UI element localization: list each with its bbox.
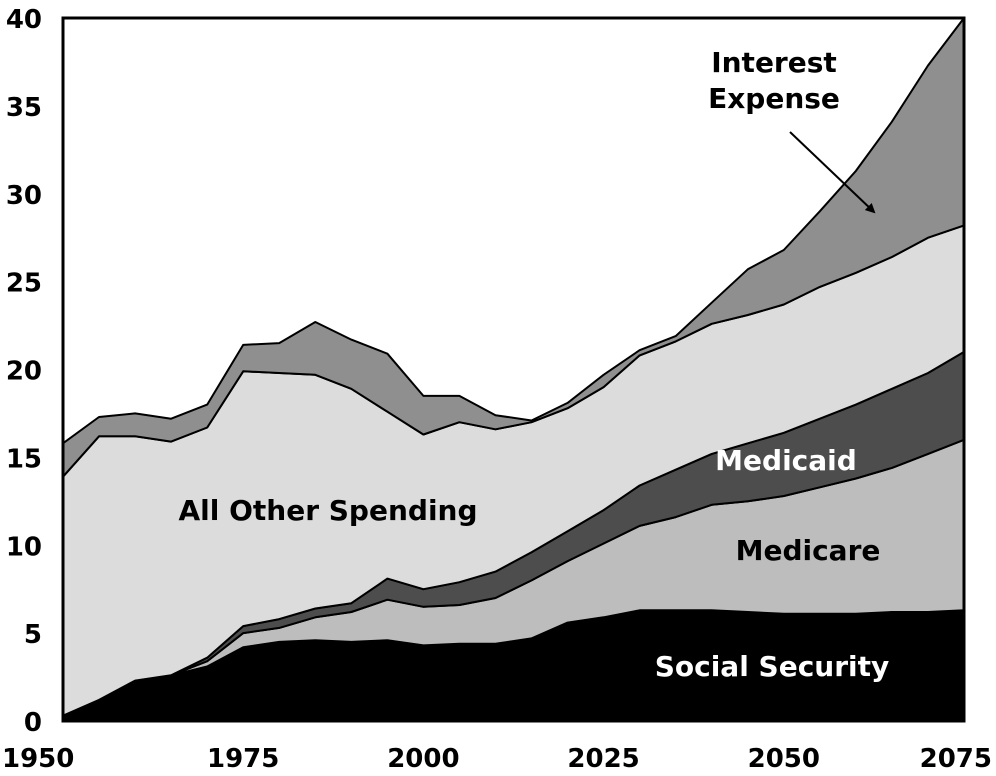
y-tick-label: 25	[6, 269, 42, 299]
label-medicaid: Medicaid	[715, 444, 857, 477]
x-axis: 1950 1975 2000 2025 2050 2075	[2, 744, 992, 774]
annotation-arrow	[789, 131, 876, 214]
annotation-layer: Interest Expense	[708, 46, 876, 214]
y-tick-label: 5	[24, 620, 42, 650]
y-tick-label: 40	[6, 5, 42, 35]
y-tick-label: 20	[6, 357, 42, 387]
area-layer	[62, 17, 965, 722]
plot-frame	[61, 16, 966, 723]
y-tick-label: 30	[6, 181, 42, 211]
label-medicare: Medicare	[736, 534, 881, 567]
label-all-other-spending: All Other Spending	[178, 494, 477, 527]
y-tick-label: 10	[6, 532, 42, 562]
x-tick-label: 2000	[387, 744, 459, 774]
y-axis: 0 5 10 15 20 25 30 35 40	[6, 5, 42, 738]
y-tick-label: 15	[6, 444, 42, 474]
series-labels: Social Security Medicare Medicaid All Other…	[178, 444, 889, 683]
x-tick-label: 2050	[748, 744, 820, 774]
x-tick-label: 1975	[207, 744, 279, 774]
y-tick-label: 0	[24, 708, 42, 738]
y-tick-label: 35	[6, 93, 42, 123]
label-social-security: Social Security	[655, 650, 890, 683]
x-tick-label: 2075	[920, 744, 992, 774]
annotation-interest-expense: Interest Expense	[708, 46, 840, 115]
x-tick-label: 1950	[2, 744, 74, 774]
x-tick-label: 2025	[567, 744, 639, 774]
